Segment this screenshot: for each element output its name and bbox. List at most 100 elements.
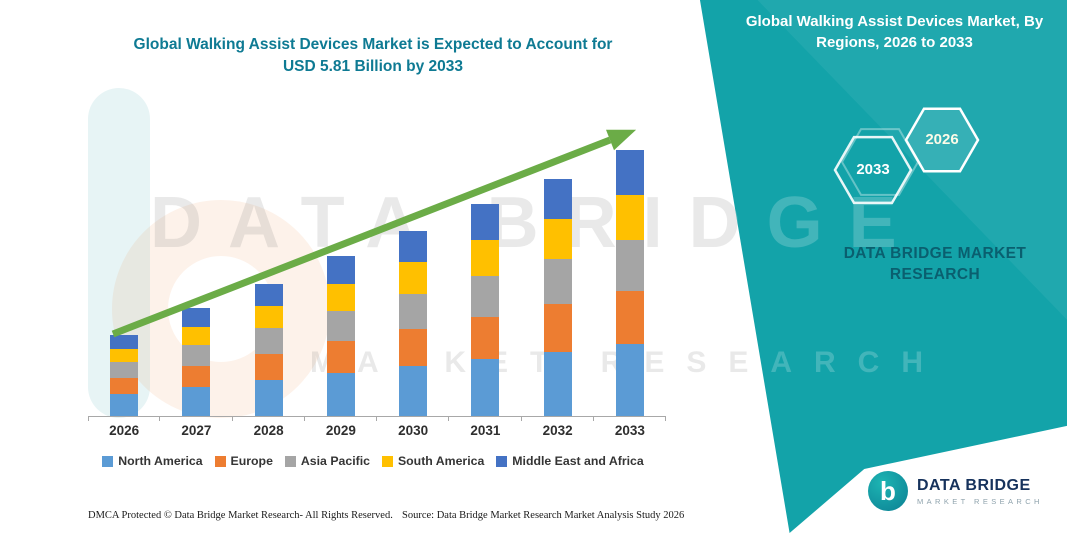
legend-item: North America <box>102 454 203 468</box>
bar-segment <box>110 334 139 349</box>
x-axis-label: 2030 <box>398 423 429 438</box>
hexagon-2026 <box>904 107 980 173</box>
legend-item: Asia Pacific <box>284 454 370 468</box>
bar-segment <box>399 366 428 416</box>
bar-segment <box>615 195 644 241</box>
x-axis-labels: 2026 2027 2028 2029 2030 2031 2032 2033 <box>88 423 666 438</box>
x-axis-label: 2033 <box>614 423 645 438</box>
logo-name: DATA BRIDGE <box>917 476 1031 494</box>
bar-segment <box>254 283 283 307</box>
bar-group <box>449 118 522 421</box>
logo-mark: b <box>868 471 908 511</box>
bar-segment <box>399 328 428 367</box>
legend-label: Europe <box>230 454 273 468</box>
bar-segment <box>615 240 644 291</box>
bar-group <box>522 118 595 421</box>
legend-label: North America <box>118 454 203 468</box>
brand-text-line1: DATA BRIDGE MARKET <box>843 245 1027 262</box>
bar-group <box>594 118 667 421</box>
legend-label: Middle East and Africa <box>512 454 644 468</box>
bar-segment <box>471 316 500 359</box>
stacked-bar-2026 <box>110 118 139 416</box>
bar-segment <box>326 310 355 341</box>
page-title-line1: Global Walking Assist Devices Market is … <box>133 36 613 53</box>
x-axis-label: 2029 <box>325 423 356 438</box>
bar-segment <box>543 259 572 305</box>
hexagon-2033 <box>833 135 913 205</box>
bar-segment <box>254 328 283 354</box>
bar-segment <box>254 380 283 416</box>
brand-text: DATA BRIDGE MARKET RESEARCH <box>800 243 1067 285</box>
bar-segment <box>326 372 355 416</box>
bar-segment <box>615 149 644 196</box>
bar-segment <box>182 326 211 345</box>
bar-segment <box>110 348 139 363</box>
hexagon-ghost <box>840 128 920 196</box>
bar-segment <box>399 261 428 294</box>
page-title-line2: USD 5.81 Billion by 2033 <box>282 58 464 75</box>
bar-segment <box>543 218 572 260</box>
hexagon-label-2033: 2033 <box>856 161 890 178</box>
bar-segment <box>326 256 355 284</box>
stacked-bar-2033 <box>615 118 644 416</box>
legend-swatch <box>284 455 296 467</box>
bar-segment <box>254 353 283 381</box>
bar-group <box>233 118 306 421</box>
bar-group <box>305 118 378 421</box>
stacked-bar-2032 <box>543 118 572 416</box>
bar-segment <box>326 283 355 311</box>
page-title: Global Walking Assist Devices Market is … <box>75 34 671 78</box>
legend-item: Middle East and Africa <box>496 454 644 468</box>
bar-segment <box>254 306 283 329</box>
bar-segment <box>110 377 139 394</box>
legend-label: Asia Pacific <box>300 454 370 468</box>
bar-segment <box>182 365 211 388</box>
x-axis-label: 2032 <box>542 423 573 438</box>
bar-segment <box>399 230 428 262</box>
side-panel-title: Global Walking Assist Devices Market, By… <box>745 13 1044 51</box>
bar-group <box>160 118 233 421</box>
bar-segment <box>471 358 500 416</box>
stacked-bar-2030 <box>399 118 428 416</box>
footer-dmca: DMCA Protected © Data Bridge Market Rese… <box>88 510 393 521</box>
hexagon-label-2026: 2026 <box>925 131 959 148</box>
logo-subtitle: MARKET RESEARCH <box>917 496 1043 506</box>
plot-area <box>88 118 667 421</box>
x-axis-label: 2028 <box>253 423 284 438</box>
bar-segment <box>182 308 211 327</box>
legend-swatch <box>496 455 508 467</box>
stacked-bar-2029 <box>326 118 355 416</box>
bar-segment <box>615 344 644 416</box>
brand-text-line2: RESEARCH <box>889 266 981 283</box>
logo-texts: DATA BRIDGE MARKET RESEARCH <box>917 477 1043 506</box>
x-axis-label: 2026 <box>109 423 140 438</box>
bar-segment <box>471 204 500 240</box>
legend: North America Europe Asia Pacific South Ame… <box>70 454 676 468</box>
bar-group <box>88 118 161 421</box>
legend-swatch <box>381 455 393 467</box>
legend-item: South America <box>381 454 484 468</box>
stacked-bar-2028 <box>254 118 283 416</box>
bar-group <box>377 118 450 421</box>
bar-chart <box>88 118 667 421</box>
bar-segment <box>471 276 500 317</box>
bar-segment <box>543 178 572 219</box>
legend-item: Europe <box>214 454 273 468</box>
stacked-bar-2031 <box>471 118 500 416</box>
footer-source: Source: Data Bridge Market Research Mark… <box>402 510 685 521</box>
bar-segment <box>182 344 211 366</box>
bar-segment <box>182 387 211 416</box>
bar-segment <box>615 290 644 345</box>
logo: b DATA BRIDGE MARKET RESEARCH <box>868 471 1043 511</box>
bar-segment <box>326 340 355 373</box>
stacked-bar-2027 <box>182 118 211 416</box>
hexagons <box>833 107 980 205</box>
legend-swatch <box>214 455 226 467</box>
bar-segment <box>110 362 139 378</box>
bar-segment <box>110 394 139 416</box>
bar-segment <box>543 351 572 416</box>
bar-segment <box>399 293 428 329</box>
legend-swatch <box>102 455 114 467</box>
bar-segment <box>471 239 500 277</box>
